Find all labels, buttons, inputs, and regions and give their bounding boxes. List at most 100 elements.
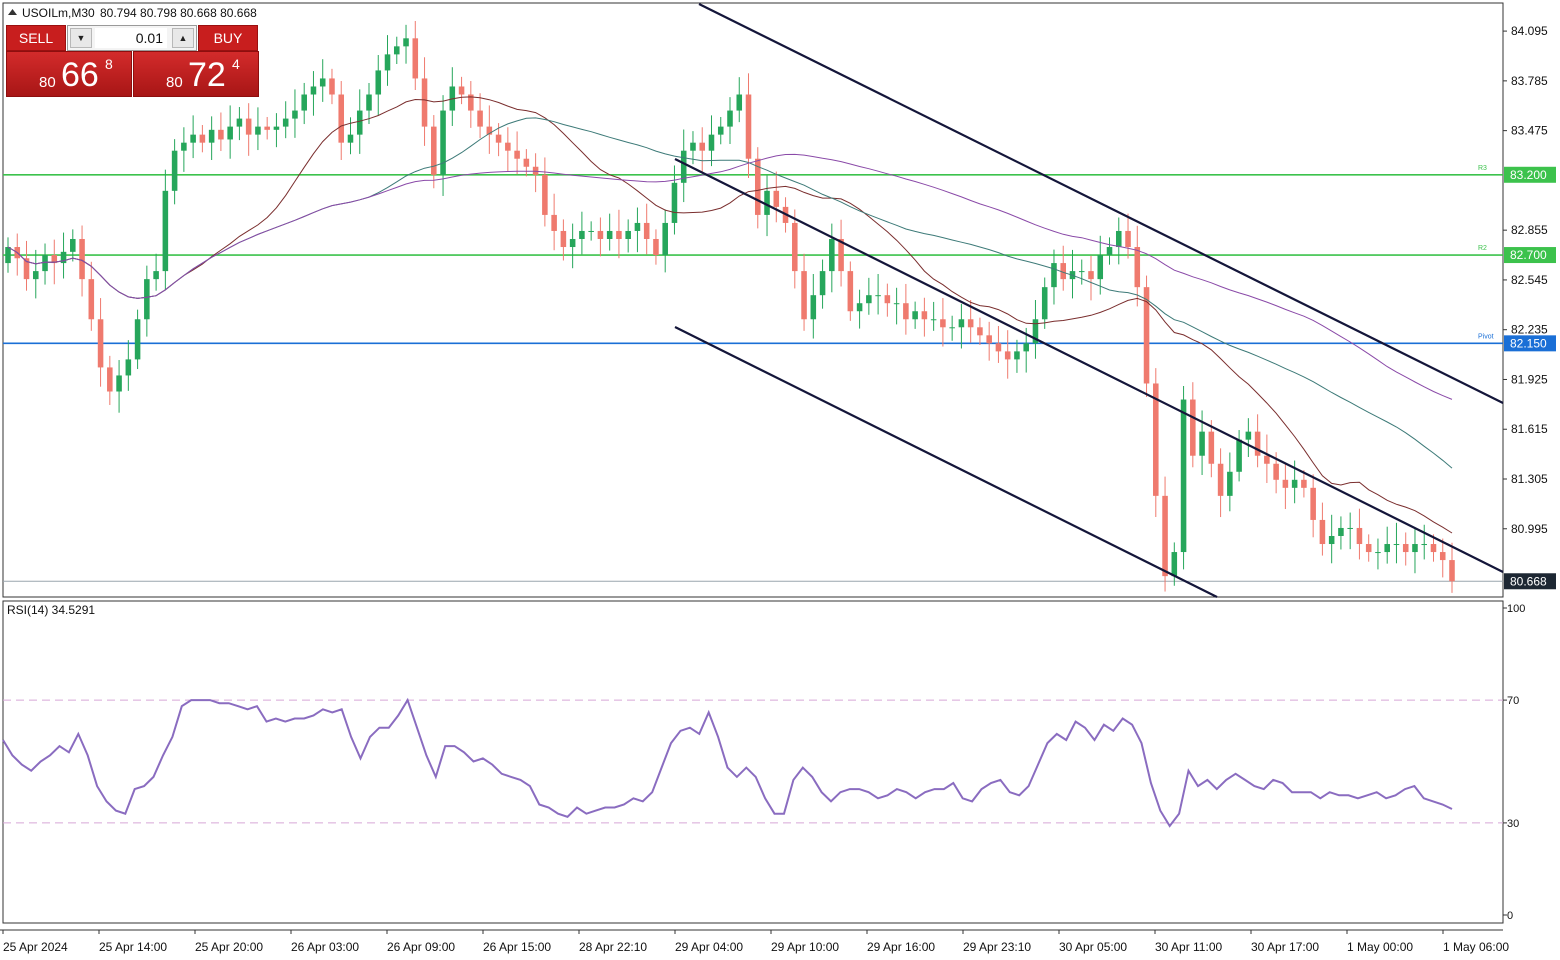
bull-candle [810, 295, 817, 320]
bull-candle [680, 150, 687, 183]
channel-trendline [698, 3, 1504, 404]
bull-candle [1338, 527, 1344, 536]
bear-candle [338, 94, 345, 143]
bear-candle [1088, 271, 1094, 280]
time-tick-label: 30 Apr 17:00 [1251, 940, 1319, 954]
bear-candle [477, 110, 483, 127]
bear-candle [838, 238, 844, 272]
bull-candle [292, 110, 298, 119]
bull-candle [1328, 535, 1335, 545]
bull-candle [356, 110, 363, 135]
bull-candle [1236, 439, 1242, 472]
time-tick-label: 29 Apr 04:00 [675, 940, 743, 954]
rsi-tick-label: 70 [1507, 695, 1519, 707]
bull-candle [227, 126, 233, 140]
one-click-trade-panel: SELL ▼ ▲ BUY 80 66 8 80 72 4 [6, 25, 259, 97]
bear-candle [995, 343, 1002, 352]
bear-candle [23, 258, 30, 280]
level-price-tag [1504, 247, 1556, 264]
bear-candle [51, 255, 58, 264]
time-tick-label: 25 Apr 20:00 [195, 940, 263, 954]
rsi-panel-frame [2, 600, 1504, 924]
bull-candle [1421, 544, 1428, 546]
rsi-title: RSI(14) 34.5291 [7, 603, 95, 617]
bear-candle [1208, 431, 1215, 464]
bull-candle [588, 230, 594, 232]
price-tick-label: 81.615 [1511, 422, 1548, 436]
last-price-label: 80.668 [1510, 574, 1547, 588]
bull-candle [366, 94, 372, 111]
bull-candle [181, 142, 187, 151]
price-tick-label: 80.995 [1511, 522, 1548, 536]
bull-candle [5, 247, 11, 264]
bull-candle [1115, 230, 1122, 248]
bull-candle [1014, 351, 1020, 360]
level-price-label: 82.700 [1510, 248, 1547, 262]
chevron-down-icon: ▼ [76, 33, 86, 43]
bull-candle [153, 271, 159, 280]
bear-candle [97, 319, 104, 368]
time-tick-label: 25 Apr 2024 [3, 940, 68, 954]
time-tick-label: 29 Apr 23:10 [963, 940, 1031, 954]
bear-candle [421, 78, 428, 127]
buy-price-button[interactable]: 80 72 4 [133, 51, 259, 97]
bull-candle [1023, 343, 1029, 352]
chevron-up-icon: ▲ [178, 33, 188, 43]
lot-decrease-button[interactable]: ▼ [70, 28, 92, 48]
bull-candle [32, 271, 39, 280]
bull-candle [671, 182, 678, 223]
bear-candle [551, 214, 557, 231]
bear-candle [1282, 479, 1289, 488]
bull-candle [42, 255, 48, 272]
bull-candle [190, 134, 196, 143]
bear-candle [773, 190, 780, 207]
bear-candle [1430, 544, 1437, 553]
bull-candle [1412, 544, 1418, 553]
price-tick-label: 81.305 [1511, 472, 1548, 486]
bear-candle [653, 238, 659, 256]
bull-candle [893, 303, 900, 305]
bull-candle [662, 222, 668, 256]
channel-trendline [674, 158, 1504, 573]
time-tick-label: 30 Apr 11:00 [1155, 940, 1222, 954]
level-price-tag [1504, 166, 1556, 183]
bear-candle [458, 86, 465, 95]
bull-candle [625, 230, 631, 239]
bull-candle [310, 86, 317, 95]
last-price-tag [1504, 573, 1556, 590]
bull-candle [70, 238, 76, 252]
buy-button[interactable]: BUY [198, 25, 258, 51]
price-tick-label: 82.855 [1511, 223, 1548, 237]
lot-size-input[interactable] [95, 28, 167, 48]
price-tick-label: 83.475 [1511, 124, 1548, 138]
symbol-collapse-icon[interactable] [8, 9, 17, 15]
bear-candle [412, 38, 419, 79]
lot-increase-button[interactable]: ▲ [172, 28, 194, 48]
sell-price-pips: 66 [61, 56, 99, 94]
bull-candle [403, 38, 409, 47]
bear-candle [903, 303, 909, 320]
bull-candle [912, 311, 918, 320]
sell-button[interactable]: SELL [6, 25, 66, 51]
bear-candle [1190, 399, 1196, 456]
bear-candle [1217, 463, 1224, 496]
time-tick-label: 1 May 06:00 [1443, 940, 1509, 954]
bear-candle [1254, 431, 1261, 456]
bull-candle [958, 319, 965, 328]
rsi-tick-label: 30 [1507, 818, 1519, 830]
bull-candle [1347, 527, 1353, 529]
bull-candle [125, 359, 132, 376]
bear-candle [523, 158, 530, 167]
bear-candle [1402, 544, 1409, 553]
price-tick-label: 81.925 [1511, 372, 1548, 386]
bear-candle [847, 271, 854, 312]
bear-candle [505, 142, 511, 151]
sell-price-button[interactable]: 80 66 8 [6, 51, 132, 97]
bull-candle [1051, 263, 1057, 288]
bull-candle [384, 54, 391, 71]
bull-candle [1384, 544, 1390, 553]
bear-candle [1004, 351, 1011, 360]
bear-candle [921, 311, 928, 320]
bear-candle [643, 222, 650, 239]
